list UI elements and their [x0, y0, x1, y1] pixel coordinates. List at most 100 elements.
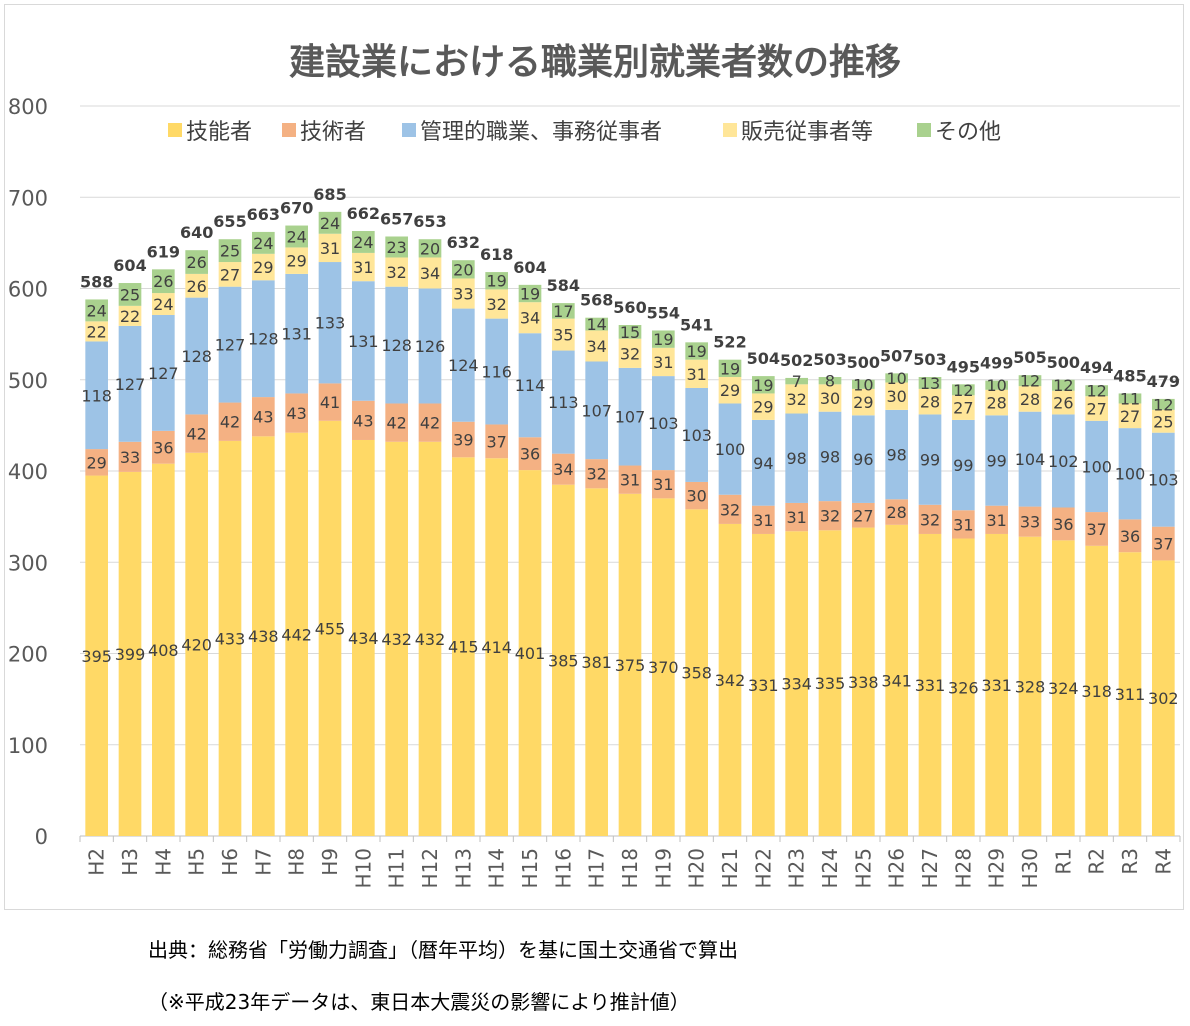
bar-segment: [285, 225, 308, 248]
data-label: 27: [1120, 407, 1140, 426]
total-label: 657: [380, 209, 413, 228]
legend-swatch: [723, 123, 737, 137]
x-tick-label: H6: [218, 848, 242, 876]
bar-segment: [318, 211, 342, 234]
bar-segment: [852, 379, 875, 389]
data-label: 331: [915, 676, 946, 695]
total-label: 670: [280, 199, 313, 218]
x-tick-label: R3: [1118, 848, 1142, 875]
bar-segment: [752, 376, 775, 394]
bar-segment: [985, 389, 1008, 416]
data-label: 10: [853, 375, 873, 394]
data-label: 19: [753, 376, 773, 395]
data-label: 20: [420, 239, 440, 258]
data-label: 28: [886, 503, 906, 522]
data-label: 42: [386, 414, 406, 433]
total-label: 499: [980, 354, 1013, 373]
x-axis: H2 H3 H4 H5 H6 H7 H8 H9 H10 H11 H12 H13 H14 H15 H16 H17…: [79, 836, 1181, 889]
bar-segment: [1018, 386, 1042, 412]
data-label: 326: [948, 678, 979, 697]
legend-label: 技術者: [300, 120, 366, 145]
bar-segment: [585, 488, 608, 836]
bar-segment: [1152, 398, 1175, 410]
data-label: 338: [848, 673, 879, 692]
data-label: 24: [353, 233, 373, 252]
y-tick-label: 0: [35, 825, 48, 849]
bar-segment: [518, 302, 542, 334]
bar-segment: [152, 293, 175, 315]
bar-segment: [485, 458, 508, 836]
y-tick-label: 300: [8, 551, 48, 575]
y-tick-label: 500: [8, 369, 48, 393]
data-label: 99: [920, 451, 940, 470]
bar-segment: [118, 471, 142, 836]
chart-frame: [4, 4, 1184, 910]
data-label: 455: [315, 619, 346, 638]
data-label: 7: [792, 372, 802, 391]
data-label: 32: [786, 390, 806, 409]
bar-segment: [952, 419, 975, 511]
bar-segment: [1085, 420, 1108, 513]
x-tick-label: H17: [585, 848, 609, 889]
bar-segment: [418, 441, 442, 836]
data-label: 33: [1020, 513, 1040, 532]
data-label: 415: [448, 638, 479, 657]
data-label: 22: [120, 307, 140, 326]
x-tick-label: R1: [1051, 848, 1075, 875]
legend-label: 販売従事者等: [741, 120, 873, 145]
bar-segment: [918, 377, 942, 389]
data-label: 27: [1086, 399, 1106, 418]
bar-segment: [285, 393, 308, 433]
bar-segment: [1018, 506, 1042, 537]
bar-segment: [1018, 375, 1042, 387]
data-label: 28: [986, 394, 1006, 413]
data-label: 31: [753, 511, 773, 530]
bar-segment: [352, 400, 375, 440]
bar-segment: [1152, 409, 1175, 433]
bar-segment: [718, 359, 742, 378]
data-label: 100: [1081, 457, 1112, 476]
bar-segment: [785, 413, 808, 503]
bar-segment: [418, 239, 442, 258]
data-label: 30: [686, 487, 706, 506]
bar-segment: [318, 383, 342, 421]
data-label: 375: [615, 656, 646, 675]
bar-segment: [685, 481, 708, 510]
data-label: 34: [553, 460, 573, 479]
data-label: 36: [520, 445, 540, 464]
bar-segment: [885, 382, 908, 410]
data-label: 318: [1081, 682, 1112, 701]
data-label: 29: [753, 398, 773, 417]
total-label: 604: [513, 258, 546, 277]
bar-segment: [118, 305, 142, 326]
bar-segment: [218, 402, 242, 441]
bar-segment: [185, 452, 208, 836]
total-label: 560: [613, 298, 646, 317]
bar-segment: [552, 303, 575, 319]
bar-segment: [452, 308, 475, 422]
bar-segment: [285, 247, 308, 274]
bar-segment: [918, 504, 942, 534]
data-label: 12: [1153, 395, 1173, 414]
x-tick-label: H18: [618, 848, 642, 889]
bar-segment: [1118, 519, 1142, 553]
bar-segment: [618, 493, 642, 836]
data-label: 124: [448, 356, 479, 375]
x-tick-label: R2: [1085, 848, 1109, 875]
bar-segment: [85, 449, 108, 476]
total-label: 503: [813, 350, 846, 369]
x-tick-label: H10: [351, 848, 375, 889]
bar-segment: [185, 297, 208, 415]
bar-segment: [452, 278, 475, 309]
data-label: 98: [886, 446, 906, 465]
bar-segment: [618, 465, 642, 494]
bar-segment: [785, 531, 808, 836]
data-label: 96: [853, 450, 873, 469]
bar-segment: [885, 524, 908, 836]
data-label: 32: [820, 507, 840, 526]
data-label: 31: [786, 508, 806, 527]
bar-segment: [652, 376, 675, 471]
bar-segment: [385, 286, 408, 404]
data-label: 43: [253, 408, 273, 427]
